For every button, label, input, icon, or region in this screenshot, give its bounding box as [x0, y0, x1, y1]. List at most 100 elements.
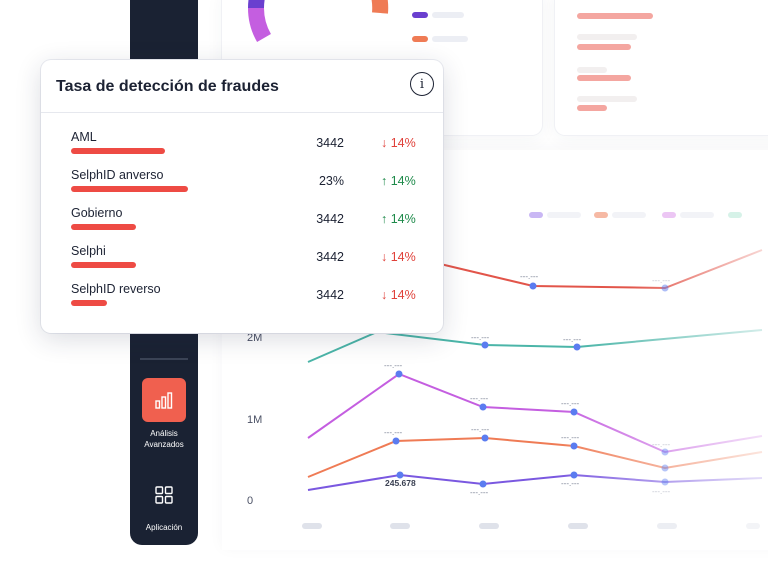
- data-point: [661, 464, 669, 472]
- y-tick-label: 1M: [247, 414, 263, 426]
- line-chart: ---.--- ---.--- ---.--- ---.--- ---.--- …: [307, 249, 763, 497]
- donut-segment-orange: [371, 0, 389, 14]
- row-bar: [71, 224, 136, 230]
- fraud-detection-card: Tasa de detección de fraudes i AML 3442 …: [41, 60, 443, 333]
- legend-swatch: [662, 212, 676, 218]
- series-line-red: [431, 249, 763, 290]
- data-point: [570, 408, 578, 416]
- series-line-orange: [307, 436, 763, 478]
- point-placeholder-label: ---.---: [563, 335, 582, 344]
- x-tick-placeholder: [302, 523, 322, 529]
- point-placeholder-label: ---.---: [561, 433, 580, 442]
- row-label: SelphID reverso: [71, 282, 161, 296]
- placeholder-bar: [577, 13, 653, 19]
- sidebar-item-label: Avanzados: [144, 440, 184, 449]
- row-bar: [71, 300, 107, 306]
- legend-placeholder: [432, 36, 468, 42]
- point-placeholder-label: ---.---: [561, 479, 580, 488]
- bar-chart-icon: [155, 392, 173, 409]
- data-point: [529, 282, 537, 290]
- donut-segment-violet: [247, 7, 272, 42]
- row-bar: [71, 186, 188, 192]
- trend-indicator: ↑ 14%: [381, 212, 416, 226]
- legend-swatch: [412, 36, 428, 42]
- data-point: [396, 471, 404, 479]
- point-placeholder-label: ---.---: [652, 440, 671, 449]
- x-tick-placeholder: [390, 523, 410, 529]
- fraud-row: SelphID anverso 23% ↑ 14%: [71, 168, 416, 202]
- legend-placeholder: [432, 12, 464, 18]
- point-placeholder-label: ---.---: [471, 425, 490, 434]
- point-label-value: 245.678: [385, 478, 416, 488]
- data-point: [392, 437, 400, 445]
- legend-swatch: [529, 212, 543, 218]
- trend-indicator: ↓ 14%: [381, 250, 416, 264]
- sidebar-divider: [140, 358, 188, 360]
- legend-placeholder: [612, 212, 646, 218]
- legend-placeholder: [680, 212, 714, 218]
- fraud-row: SelphID reverso 3442 ↓ 14%: [71, 282, 416, 316]
- data-point: [481, 341, 489, 349]
- data-point: [395, 370, 403, 378]
- row-value: 3442: [316, 136, 344, 150]
- point-placeholder-label: ---.---: [652, 276, 671, 285]
- legend-swatch: [594, 212, 608, 218]
- point-placeholder-label: ---.---: [561, 399, 580, 408]
- row-bar: [71, 262, 136, 268]
- placeholder-bar: [577, 105, 607, 111]
- point-placeholder-label: ---.---: [652, 487, 671, 496]
- grid-icon[interactable]: [155, 486, 173, 504]
- x-tick-placeholder: [568, 523, 588, 529]
- donut-chart: [247, 0, 389, 42]
- bars-card: [555, 0, 768, 135]
- placeholder-bar: [577, 34, 637, 40]
- data-point: [661, 284, 669, 292]
- point-placeholder-label: ---.---: [470, 394, 489, 403]
- row-label: Selphi: [71, 244, 106, 258]
- point-placeholder-label: ---.---: [470, 488, 489, 497]
- data-point: [479, 403, 487, 411]
- sidebar-item-aplicacion[interactable]: Aplicación: [145, 523, 183, 532]
- point-placeholder-label: ---.---: [384, 361, 403, 370]
- legend-swatch: [412, 12, 428, 18]
- row-label: Gobierno: [71, 206, 123, 220]
- row-value: 3442: [316, 212, 344, 226]
- data-point: [570, 471, 578, 479]
- legend-placeholder: [547, 212, 581, 218]
- info-icon[interactable]: i: [410, 72, 434, 96]
- x-tick-placeholder: [479, 523, 499, 529]
- legend-swatch: [728, 212, 742, 218]
- x-tick-placeholder: [746, 523, 760, 529]
- row-value: 3442: [316, 288, 344, 302]
- row-value: 3442: [316, 250, 344, 264]
- card-divider: [41, 112, 443, 113]
- series-line-violet: [307, 372, 763, 454]
- point-placeholder-label: ---.---: [520, 272, 539, 281]
- placeholder-bar: [577, 67, 607, 73]
- series-line-teal: [307, 329, 763, 363]
- data-point: [661, 478, 669, 486]
- card-title: Tasa de detección de fraudes: [56, 78, 279, 95]
- x-tick-placeholder: [657, 523, 677, 529]
- trend-indicator: ↓ 14%: [381, 288, 416, 302]
- sidebar-item-label: Análisis: [150, 429, 178, 438]
- y-tick-label: 0: [247, 495, 254, 507]
- row-bar: [71, 148, 165, 154]
- fraud-row: AML 3442 ↓ 14%: [71, 130, 416, 164]
- row-label: SelphID anverso: [71, 168, 164, 182]
- data-point: [479, 480, 487, 488]
- trend-indicator: ↑ 14%: [381, 174, 416, 188]
- donut-segment-purple: [248, 0, 265, 9]
- placeholder-bar: [577, 75, 631, 81]
- point-placeholder-label: ---.---: [471, 333, 490, 342]
- fraud-row: Gobierno 3442 ↑ 14%: [71, 206, 416, 240]
- point-placeholder-label: ---.---: [384, 428, 403, 437]
- sidebar-item-analisis-avanzados[interactable]: [142, 378, 186, 422]
- placeholder-bar: [577, 44, 631, 50]
- y-tick-label: 2M: [247, 332, 263, 344]
- data-point: [570, 442, 578, 450]
- row-value: 23%: [318, 174, 344, 188]
- placeholder-bar: [577, 96, 637, 102]
- data-point: [661, 448, 669, 456]
- row-label: AML: [71, 130, 97, 144]
